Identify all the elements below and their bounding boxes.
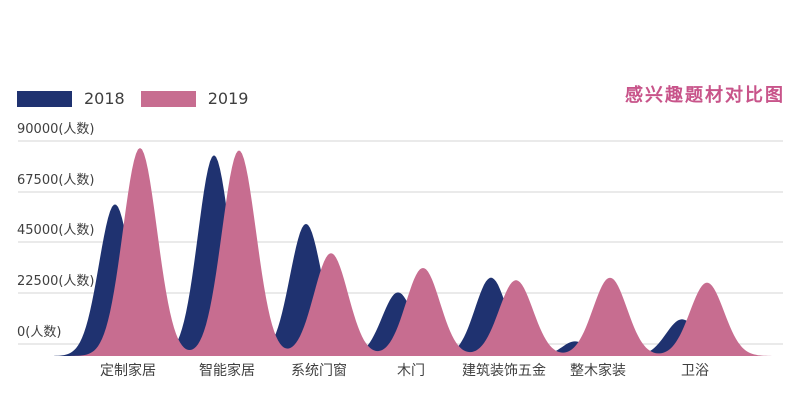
x-label-mumen: 木门 [397,363,425,379]
y-tick-22500: 22500(人数) [17,274,95,289]
legend-swatch-2018 [17,90,72,107]
x-label-zhengmujiazhuang: 整木家装 [570,363,626,379]
y-tick-45000: 45000(人数) [17,223,95,238]
x-label-zhinengjiaju: 智能家居 [199,363,255,379]
x-label-dingzhijiaju: 定制家居 [100,363,156,379]
y-tick-90000: 90000(人数) [17,122,95,137]
y-tick-0: 0(人数) [17,325,62,340]
legend-label-2019: 2019 [207,89,249,108]
area-series-2019 [54,148,772,356]
y-tick-67500: 67500(人数) [17,173,95,188]
x-label-weiyu: 卫浴 [681,363,709,379]
legend-swatch-2019 [140,90,196,107]
legend-label-2018: 2018 [84,89,125,108]
chart-title: 感兴趣题材对比图 [625,85,785,106]
x-label-jianzhuzhuangshiwujin: 建筑装饰五金 [462,363,546,379]
x-label-xitongmenchuang: 系统门窗 [291,363,347,379]
legend: 2018 2019 [17,89,264,108]
